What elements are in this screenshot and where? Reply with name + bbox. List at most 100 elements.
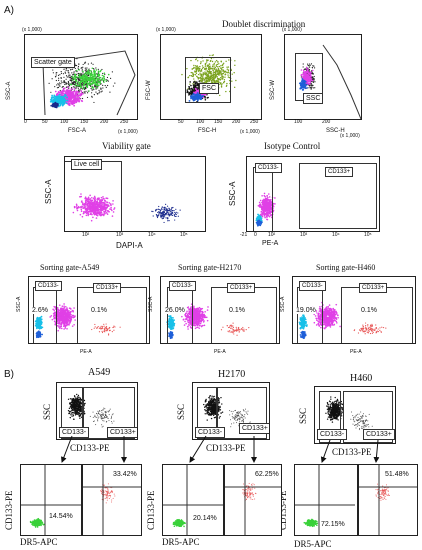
- dr5-plot-a549-neg: 14.54%: [20, 464, 82, 536]
- dr5-pct-h2170-neg: 20.14%: [193, 515, 217, 522]
- fsc-gate-plot: FSC: [160, 34, 262, 120]
- dr5-xlabel-2: DR5-APC: [162, 537, 200, 547]
- plot2-tick-1: 50: [178, 119, 184, 125]
- scatter-gate-label: Scatter gate: [31, 57, 75, 68]
- scatter-gate-dots: [42, 50, 136, 116]
- sort-neg-pct-h2170: 26.0%: [165, 307, 185, 314]
- dr5-dots-h460-neg: [295, 465, 355, 535]
- isotype-tick-0: -21: [240, 232, 248, 238]
- plot3-tick-4: 200: [322, 119, 331, 125]
- ssc-gate-label: SSC: [303, 93, 324, 104]
- b-title-h2170: H2170: [218, 369, 246, 380]
- plot3-xlabel: SSC-H: [326, 128, 345, 134]
- sort-plot-h2170: CD133- CD133+ 26.0% 0.1%: [160, 276, 280, 344]
- plot2-tick-5: 250: [250, 119, 259, 125]
- sort-neg-label-h2170: CD133-: [169, 281, 196, 291]
- isotype-tick-4: 10⁴: [332, 232, 340, 238]
- dr5-dots-h460-pos: [359, 465, 417, 535]
- isotype-neg-label: CD133-: [255, 163, 282, 173]
- b-neg-gate-h460: [319, 391, 341, 443]
- dr5-dots-h2170-pos: [225, 465, 281, 535]
- sort-xlabel-a549: PE-A: [80, 349, 92, 355]
- sort-plot-h460: CD133- CD133+ 19.0% 0.1%: [292, 276, 416, 344]
- doublet-title: Doublet discrimination: [222, 19, 306, 29]
- dr5-plot-h2170-pos: 62.25%: [224, 464, 282, 536]
- plot2-xscale: (x 1,000): [240, 129, 260, 135]
- b-neg-label-a549: CD133-: [59, 427, 90, 438]
- b-title-a549: A549: [88, 367, 111, 378]
- b-pos-label-h460: CD133+: [363, 429, 395, 440]
- viability-dots: [72, 193, 181, 224]
- plot1-xscale: (x 1,000): [118, 129, 138, 135]
- isotype-pos-gate: [299, 163, 377, 229]
- dr5-ylabel-1: CD133-PE: [4, 490, 14, 530]
- sort-dots-h2170: [166, 303, 250, 340]
- sort-pos-pct-h460: 0.1%: [361, 307, 377, 314]
- sort-neg-label-a549: CD133-: [35, 281, 62, 291]
- b-ssc-dots-a549: [67, 393, 115, 428]
- panel-a-label: A): [4, 5, 14, 16]
- isotype-pos-label: CD133+: [325, 167, 354, 177]
- dr5-plot-h2170-neg: 20.14%: [162, 464, 224, 536]
- b-neg-label-h2170: CD133-: [195, 427, 226, 438]
- plot2-tick-4: 200: [232, 119, 241, 125]
- panel-b-label: B): [4, 369, 14, 380]
- plot3-yscale: (x 1,000): [282, 27, 302, 33]
- plot1-xlabel: FSC-A: [68, 128, 86, 134]
- sort-title-2: Sorting gate-H460: [316, 263, 376, 272]
- plot1-yscale: (x 1,000): [22, 27, 42, 33]
- fsc-gate-rect: [185, 57, 231, 103]
- b-neg-label-h460: CD133-: [317, 429, 348, 440]
- b-pos-label-h2170: CD133+: [239, 423, 269, 434]
- sort-xlabel-h2170: PE-A: [214, 349, 226, 355]
- sort-pos-label-a549: CD133+: [93, 283, 122, 293]
- dr5-pct-h460-neg: 72.15%: [321, 521, 345, 528]
- sort-pos-pct-a549: 0.1%: [91, 307, 107, 314]
- isotype-plot: CD133- CD133+: [246, 156, 380, 232]
- b-neg-gate-h2170: [197, 387, 217, 439]
- plot2-tick-3: 150: [214, 119, 223, 125]
- plot2-tick-2: 100: [196, 119, 205, 125]
- ssc-gate-dots: [298, 44, 361, 119]
- dr5-dots-h2170-neg: [163, 465, 223, 535]
- fsc-gate-label: FSC: [199, 83, 219, 94]
- dr5-xlabel-3: DR5-APC: [294, 539, 332, 549]
- dr5-pct-h2170-pos: 62.25%: [255, 471, 279, 478]
- plot3-tick-2: 100: [294, 119, 303, 125]
- plot1-tick-3: 150: [80, 119, 89, 125]
- plot1-tick-5: 250: [120, 119, 129, 125]
- dr5-dots-a549-pos: [83, 465, 141, 535]
- plot1-tick-0: 0: [24, 119, 27, 125]
- viability-tick-1: 10³: [116, 232, 124, 238]
- isotype-tick-2: 10²: [268, 232, 276, 238]
- isotype-dots: [255, 192, 276, 227]
- b-ssc-plot-h2170: CD133- CD133+: [192, 382, 270, 440]
- dr5-xlabel-1: DR5-APC: [20, 537, 58, 547]
- plot2-xlabel: FSC-H: [198, 128, 217, 134]
- viability-tick-3: 10⁵: [180, 232, 188, 238]
- b-title-h460: H460: [350, 373, 373, 384]
- plot1-tick-1: 50: [42, 119, 48, 125]
- b-ssc-dots-h460: [325, 396, 373, 431]
- b-pos-gate-a549: [83, 387, 135, 439]
- dr5-plot-h460-pos: 51.48%: [358, 464, 418, 536]
- live-cell-label: Live cell: [71, 159, 103, 170]
- viability-plot: Live cell: [64, 156, 206, 232]
- sort-xlabel-h460: PE-A: [350, 349, 362, 355]
- viability-tick-2: 10⁴: [148, 232, 156, 238]
- dr5-pct-a549-neg: 14.54%: [49, 513, 73, 520]
- sort-neg-label-h460: CD133-: [299, 281, 326, 291]
- sort-title-0: Sorting gate-A549: [40, 263, 100, 272]
- sort-pos-pct-h2170: 0.1%: [229, 307, 245, 314]
- isotype-tick-3: 10³: [300, 232, 308, 238]
- dr5-pct-h460-pos: 51.48%: [385, 471, 409, 478]
- dr5-pct-a549-pos: 33.42%: [113, 471, 137, 478]
- sort-dots-a549: [34, 303, 121, 339]
- b-pos-gate-h460: [343, 391, 393, 443]
- sort-plot-a549: CD133- CD133+ 2.6% 0.1%: [28, 276, 150, 344]
- plot1-tick-2: 100: [60, 119, 69, 125]
- ssc-gate-plot: SSC: [284, 34, 362, 120]
- b-ssc-plot-a549: CD133- CD133+: [56, 382, 138, 440]
- dr5-plot-a549-pos: 33.42%: [82, 464, 142, 536]
